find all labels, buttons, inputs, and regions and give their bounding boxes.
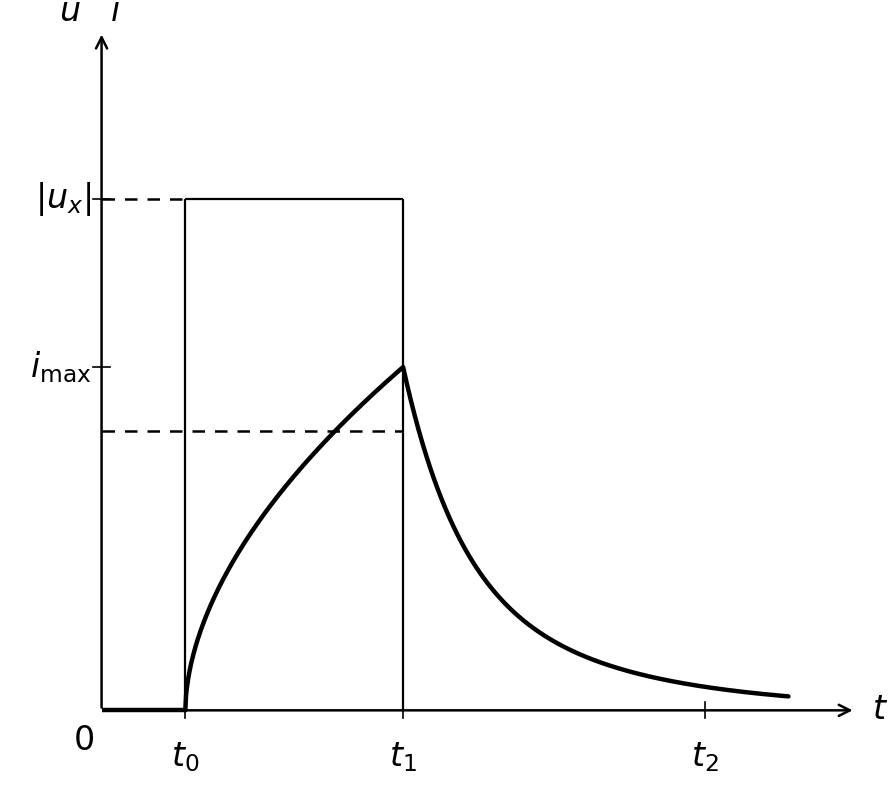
Text: $0$: $0$ [73,724,93,757]
Text: $i_{\mathrm{max}}$: $i_{\mathrm{max}}$ [30,349,92,385]
Text: $u$: $u$ [59,0,81,28]
Text: $i$: $i$ [110,0,121,28]
Text: $|u_x|$: $|u_x|$ [36,180,92,218]
Text: $t_1$: $t_1$ [389,741,417,774]
Text: $t_2$: $t_2$ [691,741,718,774]
Text: $t$: $t$ [872,694,888,726]
Text: $t_0$: $t_0$ [171,741,199,774]
